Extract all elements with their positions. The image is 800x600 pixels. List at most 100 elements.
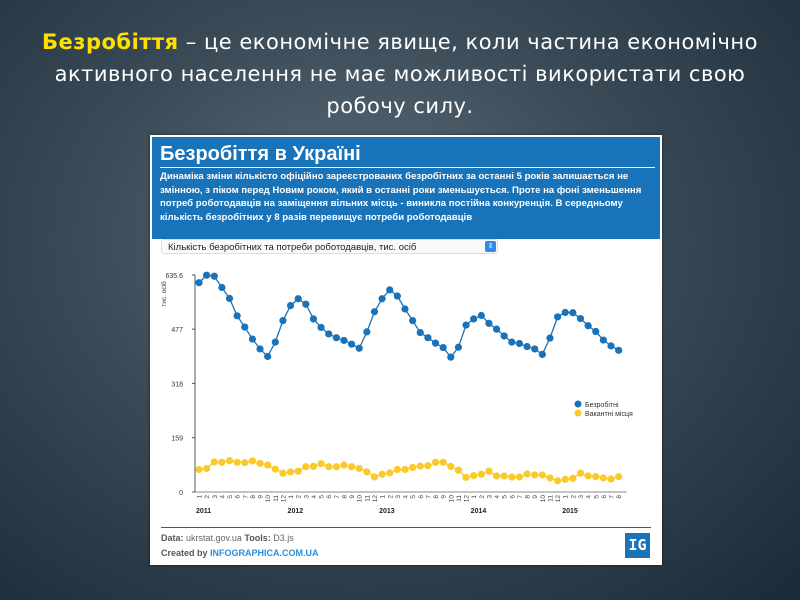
x-tick-label: 2 bbox=[570, 495, 577, 499]
data-source: ukrstat.gov.ua bbox=[186, 533, 242, 543]
data-point bbox=[431, 458, 440, 466]
data-point bbox=[218, 283, 226, 292]
x-tick-label: 7 bbox=[242, 495, 249, 499]
data-point bbox=[264, 352, 272, 361]
card-description: Динаміка зміни кількісто офіційно зареєс… bbox=[160, 171, 642, 223]
y-tick-label: 0 bbox=[179, 490, 183, 497]
x-tick-label: 9 bbox=[258, 495, 265, 499]
data-point bbox=[363, 328, 371, 336]
data-point bbox=[416, 462, 424, 470]
data-point bbox=[370, 308, 379, 316]
data-point bbox=[561, 308, 569, 317]
data-point bbox=[462, 473, 470, 481]
data-point bbox=[241, 323, 249, 331]
data-point bbox=[424, 462, 432, 470]
x-tick-label: 4 bbox=[311, 495, 318, 499]
data-point bbox=[492, 472, 501, 480]
x-tick-label: 7 bbox=[334, 495, 341, 499]
data-point bbox=[515, 473, 524, 481]
data-point bbox=[569, 474, 577, 482]
data-point bbox=[317, 460, 325, 468]
data-point bbox=[340, 461, 348, 469]
infographica-link[interactable]: INFOGRAPHICA.COM.UA bbox=[210, 548, 319, 558]
data-point bbox=[492, 325, 501, 333]
year-label: 2012 bbox=[288, 508, 304, 515]
metric-select[interactable]: Кількість безробітних та потреби роботод… bbox=[161, 239, 498, 254]
data-point bbox=[462, 321, 470, 329]
data-point bbox=[561, 475, 569, 483]
data-point bbox=[531, 345, 539, 353]
legend-label: Безробітні bbox=[585, 401, 619, 409]
data-point bbox=[508, 473, 516, 481]
data-point bbox=[256, 345, 264, 353]
data-point bbox=[195, 279, 203, 287]
data-point bbox=[332, 463, 340, 471]
x-tick-label: 8 bbox=[433, 495, 440, 499]
x-tick-label: 5 bbox=[227, 495, 234, 499]
legend-marker bbox=[574, 409, 582, 417]
data-point bbox=[592, 473, 600, 481]
x-tick-label: 11 bbox=[273, 495, 280, 502]
data-point bbox=[592, 327, 600, 336]
data-point bbox=[607, 342, 615, 350]
year-label: 2015 bbox=[562, 508, 578, 515]
x-tick-label: 7 bbox=[425, 495, 432, 499]
year-label: 2013 bbox=[379, 508, 395, 515]
data-point bbox=[279, 469, 287, 477]
select-updown-icon[interactable]: ⇕ bbox=[485, 241, 496, 252]
x-tick-label: 7 bbox=[517, 495, 524, 499]
data-point bbox=[470, 472, 478, 480]
data-point bbox=[355, 464, 363, 473]
footer-divider bbox=[161, 527, 651, 528]
data-point bbox=[615, 473, 623, 481]
data-point bbox=[439, 458, 447, 466]
created-label: Created by bbox=[161, 548, 208, 558]
data-point bbox=[309, 462, 318, 470]
x-tick-label: 4 bbox=[494, 495, 501, 499]
x-tick-label: 10 bbox=[265, 495, 272, 503]
data-point bbox=[393, 292, 401, 300]
data-point bbox=[271, 465, 279, 473]
data-point bbox=[378, 470, 386, 478]
x-tick-label: 1 bbox=[563, 495, 570, 499]
data-point bbox=[218, 458, 226, 466]
ig-logo[interactable]: IG bbox=[625, 533, 650, 558]
data-point bbox=[302, 463, 310, 471]
x-tick-label: 1 bbox=[380, 495, 387, 499]
data-point bbox=[424, 334, 432, 342]
data-point bbox=[309, 315, 318, 323]
data-point bbox=[401, 465, 409, 474]
data-point bbox=[386, 469, 394, 477]
x-tick-label: 3 bbox=[578, 495, 585, 499]
data-point bbox=[546, 334, 554, 342]
data-point bbox=[576, 469, 585, 477]
data-point bbox=[477, 470, 485, 478]
x-tick-label: 6 bbox=[418, 495, 425, 499]
data-point bbox=[302, 300, 310, 308]
x-tick-label: 4 bbox=[219, 495, 226, 499]
metric-select-value: Кількість безробітних та потреби роботод… bbox=[168, 242, 417, 253]
footer-credit: Created by INFOGRAPHICA.COM.UA bbox=[161, 548, 319, 558]
legend-label: Вакантні місця bbox=[585, 410, 633, 418]
x-tick-label: 11 bbox=[547, 495, 554, 502]
x-tick-label: 8 bbox=[250, 495, 257, 499]
data-point bbox=[210, 458, 218, 466]
data-point bbox=[401, 305, 409, 313]
x-tick-label: 6 bbox=[509, 495, 516, 499]
data-point bbox=[485, 467, 493, 475]
x-tick-label: 10 bbox=[540, 495, 547, 503]
data-point bbox=[538, 471, 546, 479]
x-tick-label: 6 bbox=[326, 495, 333, 499]
data-point bbox=[470, 315, 478, 323]
data-point bbox=[348, 463, 356, 471]
card-header: Безробіття в Україні Динаміка зміни кіль… bbox=[152, 137, 660, 239]
data-point bbox=[538, 350, 546, 359]
data-point bbox=[325, 463, 333, 471]
data-point bbox=[500, 472, 508, 480]
x-tick-label: 3 bbox=[303, 495, 310, 499]
y-axis-label: тис. осіб bbox=[160, 281, 168, 307]
data-point bbox=[271, 338, 279, 346]
x-tick-label: 1 bbox=[288, 495, 295, 499]
x-tick-label: 3 bbox=[395, 495, 402, 499]
